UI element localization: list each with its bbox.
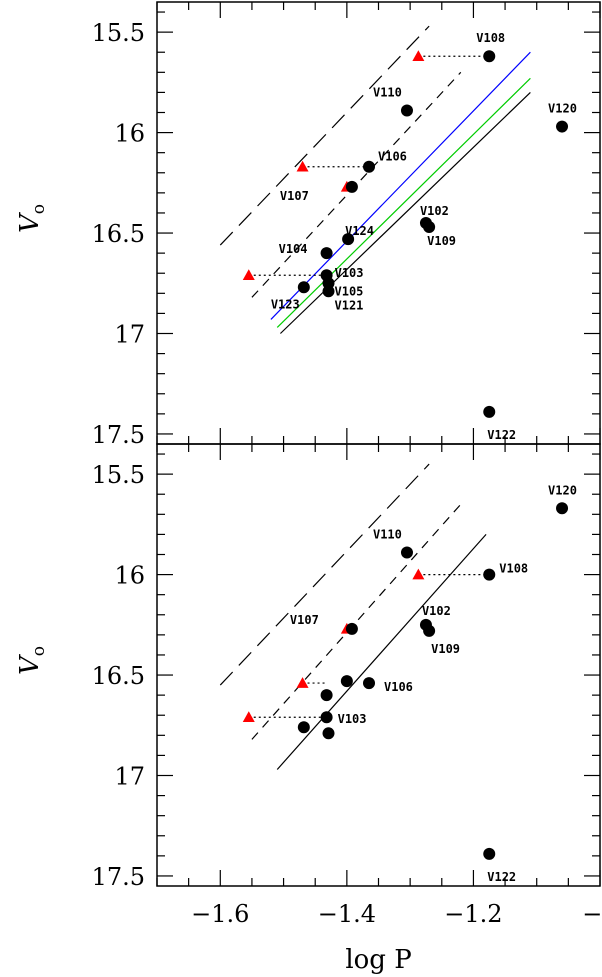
star-label: V106 (384, 680, 413, 694)
star-point (345, 622, 358, 635)
star-label: V121 (335, 298, 364, 312)
pl-relation-solid (276, 534, 487, 770)
star-label: V120 (548, 483, 577, 497)
star-label: V124 (345, 224, 374, 238)
y-tick-label: 16.5 (92, 662, 145, 690)
shifted-star-marker (296, 677, 309, 688)
y-tick-label: 16.5 (92, 220, 145, 248)
star-label: V123 (271, 297, 300, 311)
star-point (363, 677, 376, 690)
star-point (400, 104, 413, 117)
star-label: V107 (280, 189, 309, 203)
star-point (400, 546, 413, 559)
y-tick-label: 16 (114, 120, 145, 148)
y-tick-label: 17.5 (92, 421, 145, 449)
star-label: V105 (335, 284, 364, 298)
star-label: V122 (487, 428, 516, 442)
shifted-star-marker (412, 50, 425, 62)
star-point (297, 721, 310, 734)
pl-relation-shortdash (251, 71, 462, 298)
pl-relation-longdash (219, 463, 430, 686)
pl-relation-longdash (219, 25, 430, 246)
panel-top: 15.5 16 16.5 17 17.5 Vo V108 V110 V120 V106 V107 V1… (15, 1, 601, 449)
y-tick-label: 17.5 (92, 863, 145, 891)
star-point (556, 120, 569, 133)
shifted-star-marker (412, 568, 425, 580)
star-label: V106 (378, 150, 407, 164)
star-point (340, 675, 353, 688)
star-point (322, 727, 335, 740)
star-point (423, 221, 436, 234)
star-label: V107 (290, 613, 319, 627)
y-tick-label: 15.5 (92, 19, 145, 47)
star-point (320, 247, 333, 260)
panel-bottom: 15.5 16 16.5 17 17.5 −1.6 −1.4 −1.2 −1 Vo log P V12… (15, 443, 602, 975)
star-point (342, 233, 355, 246)
plot-frame (156, 1, 601, 445)
x-tick-label: −1.4 (318, 900, 376, 928)
x-tick-label: −1.6 (191, 900, 249, 928)
star-label: V110 (373, 85, 402, 99)
star-label: V102 (420, 204, 449, 218)
star-point (320, 689, 333, 702)
y-tick-label: 15.5 (92, 461, 145, 489)
pl-relation-solid (279, 91, 531, 334)
star-label: V108 (499, 562, 528, 576)
y-tick-label: 17 (114, 321, 145, 349)
y-tick-label: 17 (114, 763, 145, 791)
x-tick-label: −1 (582, 900, 602, 928)
y-axis-label: Vo (15, 646, 49, 675)
star-label: V108 (476, 31, 505, 45)
pl-relation-solid (276, 77, 531, 328)
x-axis-label: log P (345, 945, 411, 975)
shifted-star-marker (242, 711, 255, 723)
star-point (483, 568, 496, 581)
star-label: V102 (422, 604, 451, 618)
pl-relation-shortdash (251, 503, 462, 740)
star-point (320, 711, 333, 724)
star-label: V109 (427, 234, 456, 248)
star-point (423, 624, 436, 637)
star-point (322, 285, 335, 298)
star-point (297, 281, 310, 294)
star-label: V104 (279, 242, 308, 256)
y-tick-label: 16 (114, 562, 145, 590)
star-point (483, 847, 496, 860)
star-point (556, 502, 569, 515)
star-label: V109 (431, 642, 460, 656)
y-axis-label: Vo (15, 204, 49, 233)
star-point (483, 405, 496, 418)
shifted-star-marker (242, 269, 255, 281)
star-label: V122 (487, 870, 516, 884)
star-label: V103 (338, 712, 367, 726)
star-label: V110 (373, 527, 402, 541)
star-point (363, 160, 376, 173)
star-point (345, 180, 358, 193)
x-tick-label: −1.2 (444, 900, 502, 928)
star-point (483, 50, 496, 63)
plot-frame (156, 443, 601, 887)
star-label: V103 (335, 266, 364, 280)
star-label: V120 (548, 102, 577, 116)
shifted-star-marker (296, 160, 309, 172)
